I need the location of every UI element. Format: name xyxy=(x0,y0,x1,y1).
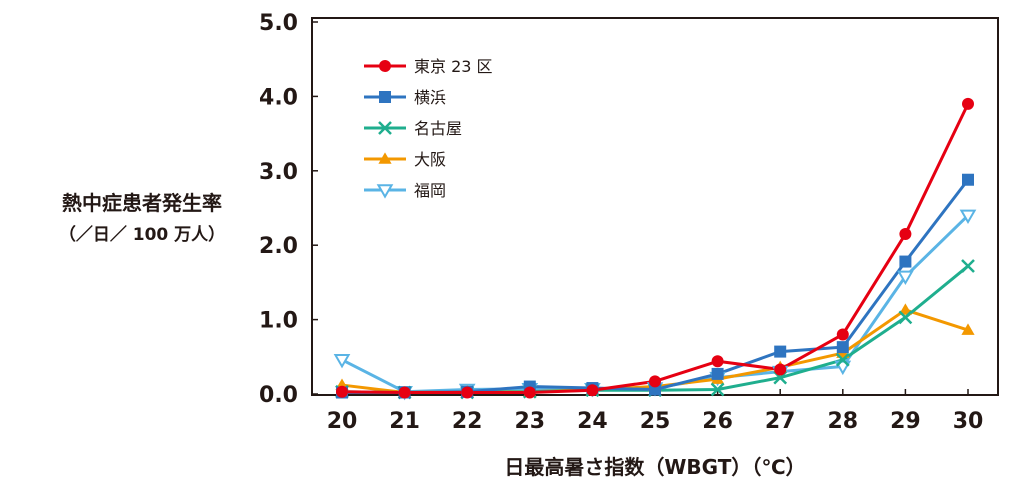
data-point xyxy=(899,228,912,241)
data-point xyxy=(711,367,724,380)
series-lines xyxy=(341,103,970,395)
data-point xyxy=(959,209,977,225)
legend-marker xyxy=(379,91,391,103)
data-point xyxy=(835,352,850,367)
data-point xyxy=(523,386,536,399)
y-tick-label: 0.0 xyxy=(259,383,298,408)
data-point xyxy=(836,341,849,354)
legend-label: 横浜 xyxy=(414,88,446,107)
x-tick-label: 27 xyxy=(765,409,796,434)
data-point xyxy=(586,384,599,397)
x-tick-label: 28 xyxy=(827,409,858,434)
series-markers xyxy=(333,97,977,401)
y-axis-label: 熱中症患者発生率 xyxy=(62,191,222,215)
data-point xyxy=(962,173,974,186)
data-point xyxy=(898,303,912,315)
series-line-1 xyxy=(341,103,970,395)
legend-label: 名古屋 xyxy=(414,119,462,138)
series-points-2 xyxy=(336,173,974,399)
y-tick-label: 2.0 xyxy=(259,234,298,259)
data-point xyxy=(336,385,348,398)
y-tick-label: 3.0 xyxy=(259,160,298,185)
data-point xyxy=(836,328,849,341)
data-point xyxy=(898,310,913,325)
data-point xyxy=(711,355,724,368)
data-point xyxy=(897,270,914,286)
legend-label: 東京 23 区 xyxy=(414,57,493,76)
x-tick-label: 26 xyxy=(702,409,733,434)
x-axis-label: 日最高暑さ指数（WBGT）（℃） xyxy=(504,455,805,479)
x-axis-ticks: 20 21 22 23 24 25 26 27 28 29 30 xyxy=(327,389,984,434)
x-tick-label: 21 xyxy=(389,409,420,434)
data-point xyxy=(961,323,975,335)
x-tick-label: 24 xyxy=(577,409,608,434)
y-tick-label: 4.0 xyxy=(259,85,298,110)
series-points-5 xyxy=(333,209,977,401)
legend-marker xyxy=(376,184,394,199)
y-tick-label: 5.0 xyxy=(259,11,298,36)
x-tick-label: 29 xyxy=(890,409,921,434)
y-tick-label: 1.0 xyxy=(259,309,298,334)
data-point xyxy=(774,345,787,358)
data-point xyxy=(774,363,787,376)
data-point xyxy=(899,255,912,268)
data-point xyxy=(398,386,411,399)
legend-marker xyxy=(378,152,392,164)
x-tick-label: 30 xyxy=(953,409,984,434)
y-axis-ticks: 0.0 1.0 2.0 3.0 4.0 5.0 xyxy=(259,11,318,408)
data-point xyxy=(710,382,725,397)
legend-label: 大阪 xyxy=(414,150,446,169)
x-tick-label: 20 xyxy=(327,409,358,434)
y-axis-unit: （／日／ 100 万人） xyxy=(59,224,225,245)
data-point xyxy=(333,353,351,369)
data-point xyxy=(461,386,474,399)
legend-marker xyxy=(379,60,391,72)
data-point xyxy=(962,97,974,110)
x-tick-label: 23 xyxy=(514,409,545,434)
legend-marker xyxy=(378,121,392,135)
x-tick-label: 25 xyxy=(640,409,671,434)
data-point xyxy=(649,375,661,388)
series-points-1 xyxy=(336,97,974,399)
x-tick-label: 22 xyxy=(452,409,483,434)
legend-label: 福岡 xyxy=(414,181,446,200)
data-point xyxy=(961,259,975,273)
